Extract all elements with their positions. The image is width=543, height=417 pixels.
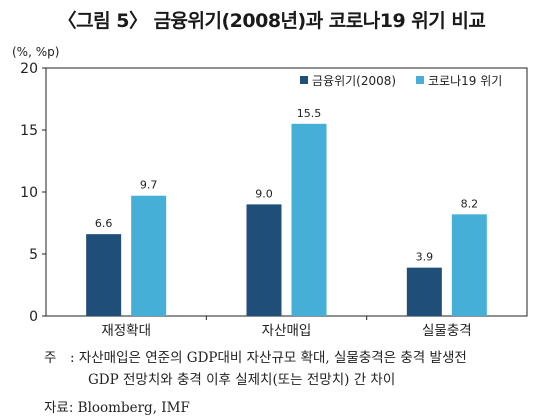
y-tick-label: 0 <box>29 309 38 325</box>
y-tick-label: 20 <box>20 61 38 77</box>
footnote: 주 : 자산매입은 연준의 GDP대비 자산규모 확대, 실물충격은 충격 발생전… <box>44 347 467 391</box>
source-text: Bloomberg, IMF <box>73 400 190 416</box>
bar-financial-crisis-2 <box>406 267 442 316</box>
legend-swatch-0 <box>300 76 308 84</box>
legend-label-1: 코로나19 위기 <box>428 74 502 88</box>
footnote-line-1: : 자산매입은 연준의 GDP대비 자산규모 확대, 실물충격은 충격 발생전 <box>70 350 467 366</box>
legend-swatch-1 <box>416 76 424 84</box>
legend: 금융위기(2008) 코로나19 위기 <box>300 74 502 88</box>
data-label: 6.6 <box>95 217 113 230</box>
legend-label-0: 금융위기(2008) <box>312 74 396 88</box>
data-label: 3.9 <box>416 251 434 264</box>
source-note: 자료: Bloomberg, IMF <box>44 396 190 416</box>
y-tick-label: 10 <box>20 185 38 201</box>
x-tick-label: 재정확대 <box>101 323 151 339</box>
x-tick-label: 실물충격 <box>422 323 472 339</box>
bar-chart: (%, %p) 0 5 10 15 20 재정확대 자산매입 실물충격 6.6 9.7 9.0 15… <box>12 45 528 339</box>
y-axis-label: (%, %p) <box>12 45 59 59</box>
source-label: 자료: <box>44 400 74 416</box>
bar-financial-crisis-0 <box>86 234 122 316</box>
bar-covid19-0 <box>131 195 167 316</box>
bar-financial-crisis-1 <box>246 204 282 316</box>
y-tick-label: 5 <box>29 247 38 263</box>
bar-covid19-1 <box>291 123 327 316</box>
bars: 6.6 9.7 9.0 15.5 3.9 8.2 <box>86 107 487 316</box>
footnote-line-2: GDP 전망치와 충격 이후 실제치(또는 전망치) 간 차이 <box>88 372 396 388</box>
data-label: 9.7 <box>140 179 158 192</box>
bar-covid19-2 <box>451 214 487 316</box>
y-tick-label: 15 <box>20 123 38 139</box>
x-tick-label: 자산매입 <box>262 323 312 339</box>
data-label: 9.0 <box>255 187 273 200</box>
footnote-mark: 주 <box>44 350 57 366</box>
data-label: 8.2 <box>461 197 479 210</box>
axes: 0 5 10 15 20 재정확대 자산매입 실물충격 <box>20 61 528 339</box>
data-label: 15.5 <box>297 107 322 120</box>
chart-title: 〈그림 5〉 금융위기(2008년)과 코로나19 위기 비교 <box>57 10 486 32</box>
